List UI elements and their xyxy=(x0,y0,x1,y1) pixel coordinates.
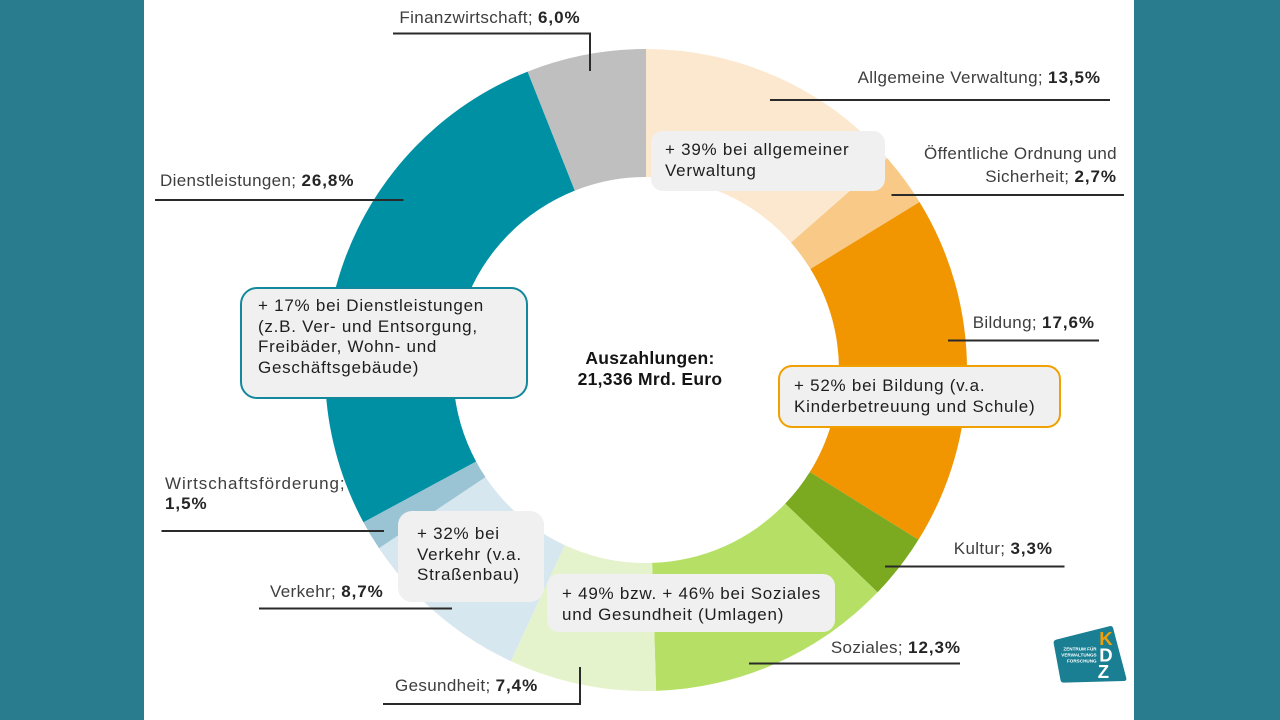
svg-text:VERWALTUNGS: VERWALTUNGS xyxy=(1061,652,1096,657)
svg-text:K: K xyxy=(1099,628,1113,649)
svg-text:ZENTRUM FÜR: ZENTRUM FÜR xyxy=(1063,645,1097,651)
svg-text:Z: Z xyxy=(1098,661,1109,682)
svg-text:D: D xyxy=(1099,644,1112,665)
svg-text:FORSCHUNG: FORSCHUNG xyxy=(1067,658,1097,663)
